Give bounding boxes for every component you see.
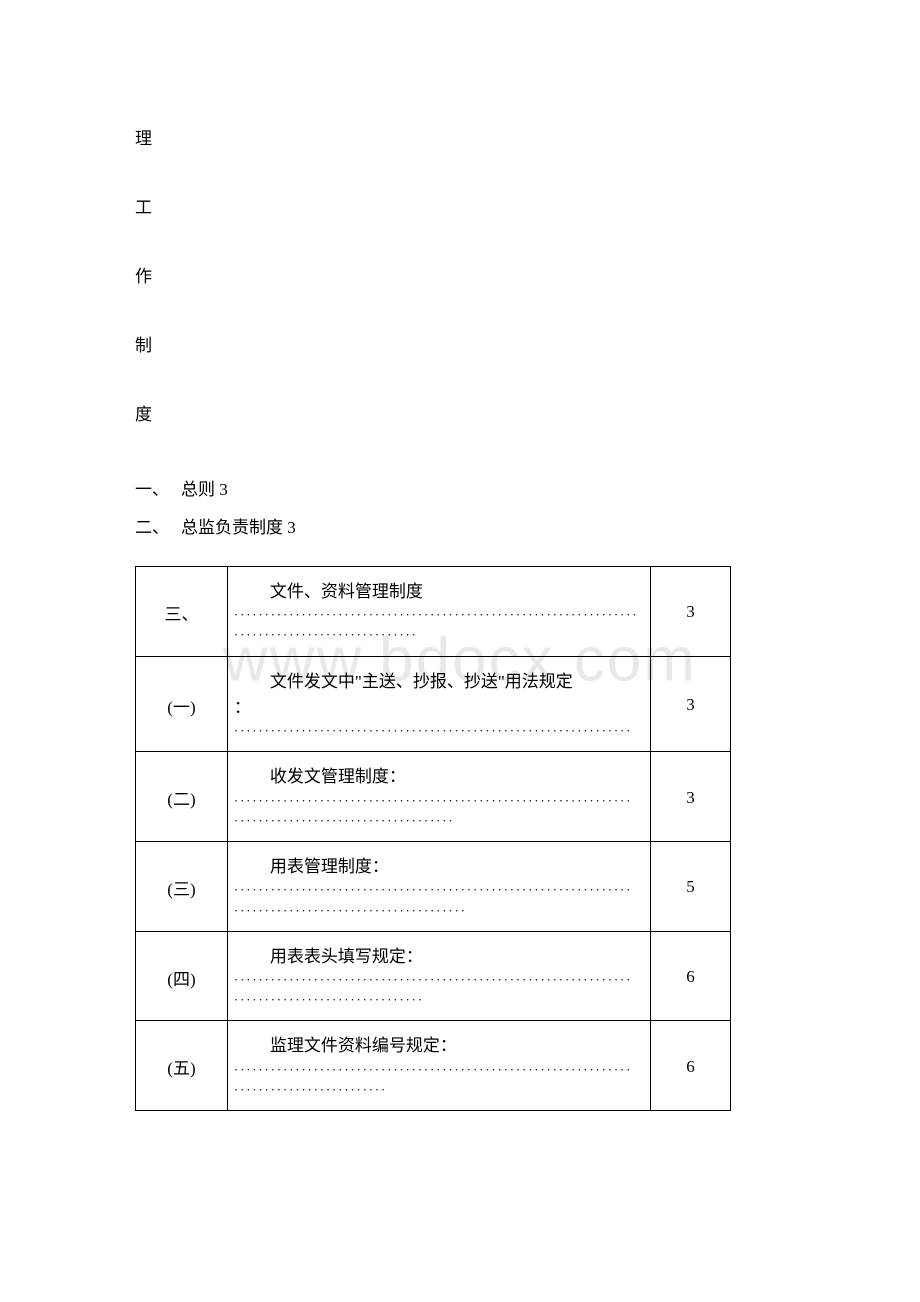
row-title-suffix: 用法规定: [505, 672, 573, 691]
row-colon: ：: [234, 698, 251, 717]
row-page: 3: [651, 752, 731, 842]
row-dots: ········································…: [234, 605, 644, 625]
row-page: 6: [651, 1021, 731, 1111]
title-char: 作: [135, 268, 785, 285]
title-char: 工: [135, 199, 785, 216]
row-dots: ······························: [234, 625, 644, 645]
row-number: 三、: [136, 567, 228, 657]
row-dots: ······································: [234, 901, 644, 921]
table-row: (五) 监理文件资料编号规定： ························…: [136, 1021, 731, 1111]
table-row: (三) 用表管理制度： ····························…: [136, 842, 731, 932]
row-title: 用表表头填写规定：: [270, 947, 423, 966]
list-label: 二、: [135, 513, 169, 538]
row-dots: ········································…: [234, 880, 644, 900]
row-title: 文件、资料管理制度: [270, 582, 423, 601]
table-row: (二) 收发文管理制度： ···························…: [136, 752, 731, 842]
list-item: 一、 总则 3: [135, 475, 785, 500]
row-title-prefix: 文件发文中: [270, 672, 355, 691]
title-char: 理: [135, 130, 785, 147]
row-dots: ····································: [234, 811, 644, 831]
row-text-cell: 收发文管理制度： ·······························…: [227, 752, 650, 842]
row-dots: ·························: [234, 1080, 644, 1100]
row-dots: ········································…: [234, 721, 644, 741]
row-number: (二): [136, 752, 228, 842]
row-page: 3: [651, 567, 731, 657]
row-dots: ········································…: [234, 970, 644, 990]
row-title-mid: "主送、抄报、抄送": [355, 672, 505, 691]
row-number: (一): [136, 656, 228, 752]
row-dots: ········································…: [234, 791, 644, 811]
title-char: 度: [135, 406, 785, 423]
row-number: (四): [136, 931, 228, 1021]
list-text: 总则 3: [181, 475, 228, 500]
row-text-cell: 监理文件资料编号规定： ····························…: [227, 1021, 650, 1111]
row-page: 5: [651, 842, 731, 932]
toc-table: 三、 文件、资料管理制度 ···························…: [135, 566, 731, 1111]
row-title: 监理文件资料编号规定：: [270, 1036, 457, 1055]
row-text-cell: 用表表头填写规定： ······························…: [227, 931, 650, 1021]
table-row: (一) 文件发文中"主送、抄报、抄送"用法规定 ： ··············…: [136, 656, 731, 752]
row-title: 收发文管理制度：: [270, 767, 406, 786]
table-row: 三、 文件、资料管理制度 ···························…: [136, 567, 731, 657]
row-number: (三): [136, 842, 228, 932]
document-page: 理 工 作 制 度 一、 总则 3 二、 总监负责制度 3 三、 文件、资料管理…: [0, 0, 920, 1171]
list-label: 一、: [135, 475, 169, 500]
row-text-cell: 用表管理制度： ································…: [227, 842, 650, 932]
list-text: 总监负责制度 3: [181, 513, 296, 538]
title-char: 制: [135, 337, 785, 354]
vertical-title: 理 工 作 制 度: [135, 130, 785, 423]
row-page: 6: [651, 931, 731, 1021]
row-dots: ·······························: [234, 990, 644, 1010]
table-row: (四) 用表表头填写规定： ··························…: [136, 931, 731, 1021]
pre-table-list: 一、 总则 3 二、 总监负责制度 3: [135, 475, 785, 538]
list-item: 二、 总监负责制度 3: [135, 513, 785, 538]
row-number: (五): [136, 1021, 228, 1111]
row-text-cell: 文件、资料管理制度 ······························…: [227, 567, 650, 657]
row-dots: ········································…: [234, 1060, 644, 1080]
row-text-cell: 文件发文中"主送、抄报、抄送"用法规定 ： ··················…: [227, 656, 650, 752]
row-title: 用表管理制度：: [270, 857, 389, 876]
row-page: 3: [651, 656, 731, 752]
